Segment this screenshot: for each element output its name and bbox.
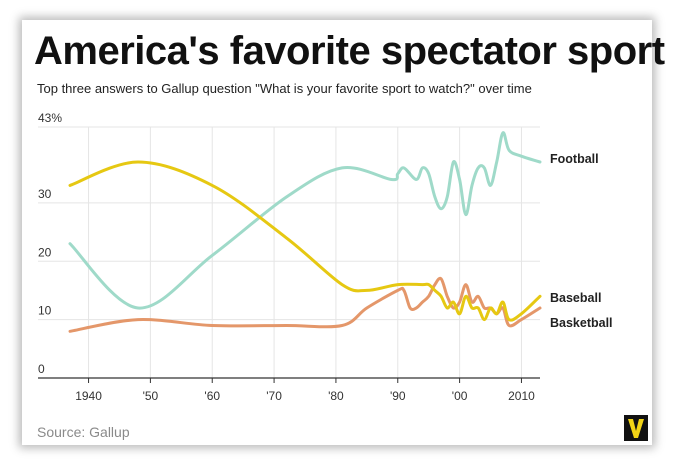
x-tick-label: 2010 <box>508 389 535 403</box>
y-tick-label: 30 <box>38 187 52 201</box>
series-label-baseball: Baseball <box>550 291 601 305</box>
x-tick-label: '00 <box>452 389 468 403</box>
grid <box>38 126 540 378</box>
series-label-football: Football <box>550 152 599 166</box>
chart-subtitle: Top three answers to Gallup question "Wh… <box>37 81 532 96</box>
x-tick-label: '90 <box>390 389 406 403</box>
series-label-basketball: Basketball <box>550 316 613 330</box>
x-tick-label: '50 <box>143 389 159 403</box>
x-tick-label: '80 <box>328 389 344 403</box>
series-labels: Football Baseball Basketball <box>550 152 613 330</box>
y-tick-label: 0 <box>38 362 45 376</box>
chart-card <box>22 20 652 445</box>
v-logo-icon <box>628 419 644 438</box>
series-lines <box>68 131 542 333</box>
y-tick-label: 43% <box>38 111 62 125</box>
x-tick-label: '60 <box>204 389 220 403</box>
source-note: Source: Gallup <box>37 424 130 440</box>
series-line-football <box>68 131 542 310</box>
x-tick-label: '70 <box>266 389 282 403</box>
y-tick-label: 10 <box>38 304 52 318</box>
brand-logo <box>624 415 648 441</box>
y-tick-label: 20 <box>38 245 52 259</box>
series-line-baseball <box>68 160 542 322</box>
axes: 0 10 20 30 43% 1940 '50 '60 '70 '80 '90 '00 2010 <box>38 111 540 403</box>
chart-title: America's favorite spectator sport <box>34 29 665 73</box>
x-tick-label: 1940 <box>75 389 102 403</box>
